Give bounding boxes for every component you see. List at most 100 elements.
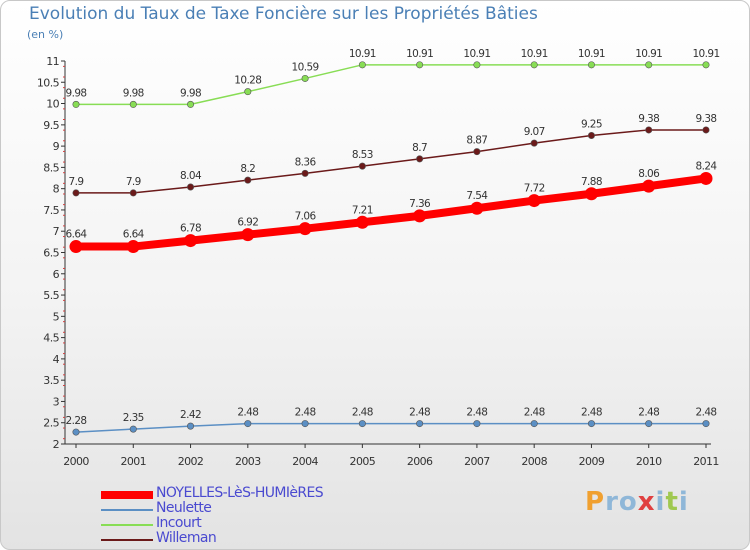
data-point-willeman xyxy=(645,126,653,134)
data-point-neulette xyxy=(587,420,595,428)
data-label-noyelles-l-s-humi-res: 6.78 xyxy=(180,223,201,235)
data-labels: 2.28 2.35 2.42 2.48 2.48 2.48 2.48 2.48 2.48 2.48… xyxy=(66,48,721,427)
series-layer xyxy=(69,61,713,436)
data-point-willeman xyxy=(301,169,309,177)
legend-item: NOYELLES-LèS-HUMIèRES xyxy=(101,485,361,503)
data-label-incourt: 10.91 xyxy=(635,48,662,60)
data-point-neulette xyxy=(129,425,137,433)
data-point-neulette xyxy=(301,420,309,428)
data-label-neulette: 2.35 xyxy=(123,412,144,424)
data-label-noyelles-l-s-humi-res: 8.24 xyxy=(696,160,718,172)
x-tick-label: 2002 xyxy=(178,455,204,468)
data-point-noyelles-l-s-humi-res xyxy=(470,201,484,215)
logo-letter: P xyxy=(585,487,606,517)
data-label-willeman: 9.07 xyxy=(524,126,545,138)
data-label-incourt: 9.98 xyxy=(123,87,144,99)
legend-swatch xyxy=(101,539,153,541)
data-label-willeman: 7.9 xyxy=(69,176,84,188)
data-label-incourt: 10.91 xyxy=(578,48,605,60)
y-tick-label: 7.5 xyxy=(43,204,59,217)
legend-item: Willeman xyxy=(101,530,361,548)
data-label-neulette: 2.48 xyxy=(696,407,717,419)
data-point-neulette xyxy=(187,422,195,430)
series-line-noyelles-l-s-humi-res xyxy=(72,174,710,251)
data-label-incourt: 9.98 xyxy=(66,87,87,99)
series-line-willeman xyxy=(75,129,707,194)
data-label-neulette: 2.48 xyxy=(638,407,659,419)
x-tick-label: 2009 xyxy=(579,455,605,468)
data-label-neulette: 2.48 xyxy=(581,407,602,419)
y-tick-label: 9.5 xyxy=(43,119,59,132)
data-label-noyelles-l-s-humi-res: 7.21 xyxy=(352,204,373,216)
data-point-noyelles-l-s-humi-res xyxy=(527,194,541,208)
data-label-neulette: 2.48 xyxy=(409,407,430,419)
y-tick-label: 7 xyxy=(53,225,60,238)
data-point-willeman xyxy=(72,189,80,197)
y-tick-label: 8.5 xyxy=(43,161,59,174)
data-label-noyelles-l-s-humi-res: 8.06 xyxy=(638,168,660,180)
chart-title: Evolution du Taux de Taxe Foncière sur l… xyxy=(29,4,538,24)
data-label-noyelles-l-s-humi-res: 6.64 xyxy=(123,229,145,241)
data-label-incourt: 10.28 xyxy=(234,75,261,87)
x-tick-label: 2001 xyxy=(120,455,146,468)
logo-letter: i xyxy=(678,487,689,517)
data-point-noyelles-l-s-humi-res xyxy=(298,222,312,236)
proxiti-logo: Proxiti xyxy=(585,487,689,517)
data-point-neulette xyxy=(645,420,653,428)
data-label-neulette: 2.42 xyxy=(180,409,201,421)
data-label-incourt: 10.91 xyxy=(692,48,719,60)
x-tick-label: 2008 xyxy=(521,455,547,468)
x-tick-label: 2011 xyxy=(693,455,719,468)
data-label-incourt: 10.91 xyxy=(349,48,376,60)
data-point-willeman xyxy=(129,189,137,197)
series-line-incourt xyxy=(75,64,707,106)
data-point-incourt xyxy=(702,61,710,69)
data-label-willeman: 8.04 xyxy=(180,170,202,182)
data-point-neulette xyxy=(358,420,366,428)
series-line-neulette xyxy=(75,422,707,433)
x-tick-label: 2006 xyxy=(407,455,433,468)
data-point-incourt xyxy=(645,61,653,69)
data-point-noyelles-l-s-humi-res xyxy=(184,234,198,248)
y-tick-label: 4 xyxy=(53,353,60,366)
data-point-noyelles-l-s-humi-res xyxy=(126,240,140,254)
data-label-incourt: 10.91 xyxy=(521,48,548,60)
y-tick-label: 5 xyxy=(53,310,60,323)
data-label-willeman: 8.87 xyxy=(466,135,487,147)
data-point-incourt xyxy=(187,100,195,108)
data-point-willeman xyxy=(187,183,195,191)
data-point-neulette xyxy=(702,420,710,428)
legend-item: Neulette xyxy=(101,500,361,518)
logo-letter: o xyxy=(618,487,638,517)
legend-swatch xyxy=(101,524,153,526)
data-point-willeman xyxy=(358,162,366,170)
y-tick-label: 5.5 xyxy=(43,289,59,302)
data-point-noyelles-l-s-humi-res xyxy=(413,209,427,223)
x-tick-label: 2003 xyxy=(235,455,261,468)
data-point-noyelles-l-s-humi-res xyxy=(69,240,83,254)
logo-letter: x xyxy=(637,487,656,517)
data-point-noyelles-l-s-humi-res xyxy=(584,187,598,201)
data-point-willeman xyxy=(244,176,252,184)
data-label-neulette: 2.48 xyxy=(466,407,487,419)
data-point-noyelles-l-s-humi-res xyxy=(699,171,713,185)
logo-letter: i xyxy=(655,487,666,517)
data-point-willeman xyxy=(530,139,538,147)
y-tick-label: 2.5 xyxy=(43,417,59,430)
data-label-incourt: 10.91 xyxy=(406,48,433,60)
legend-swatch xyxy=(101,491,153,499)
y-tick-label: 9 xyxy=(53,140,60,153)
y-tick-label: 11 xyxy=(46,55,59,68)
data-label-noyelles-l-s-humi-res: 7.88 xyxy=(581,176,602,188)
x-tick-label: 2007 xyxy=(464,455,490,468)
data-point-willeman xyxy=(587,131,595,139)
data-label-willeman: 8.53 xyxy=(352,149,373,161)
data-label-noyelles-l-s-humi-res: 7.06 xyxy=(295,211,317,223)
data-point-willeman xyxy=(473,148,481,156)
x-tick-label: 2004 xyxy=(292,455,318,468)
data-label-willeman: 9.38 xyxy=(696,113,717,125)
logo-letter: r xyxy=(605,487,619,517)
x-tick-label: 2000 xyxy=(63,455,89,468)
data-label-willeman: 8.7 xyxy=(412,142,427,154)
